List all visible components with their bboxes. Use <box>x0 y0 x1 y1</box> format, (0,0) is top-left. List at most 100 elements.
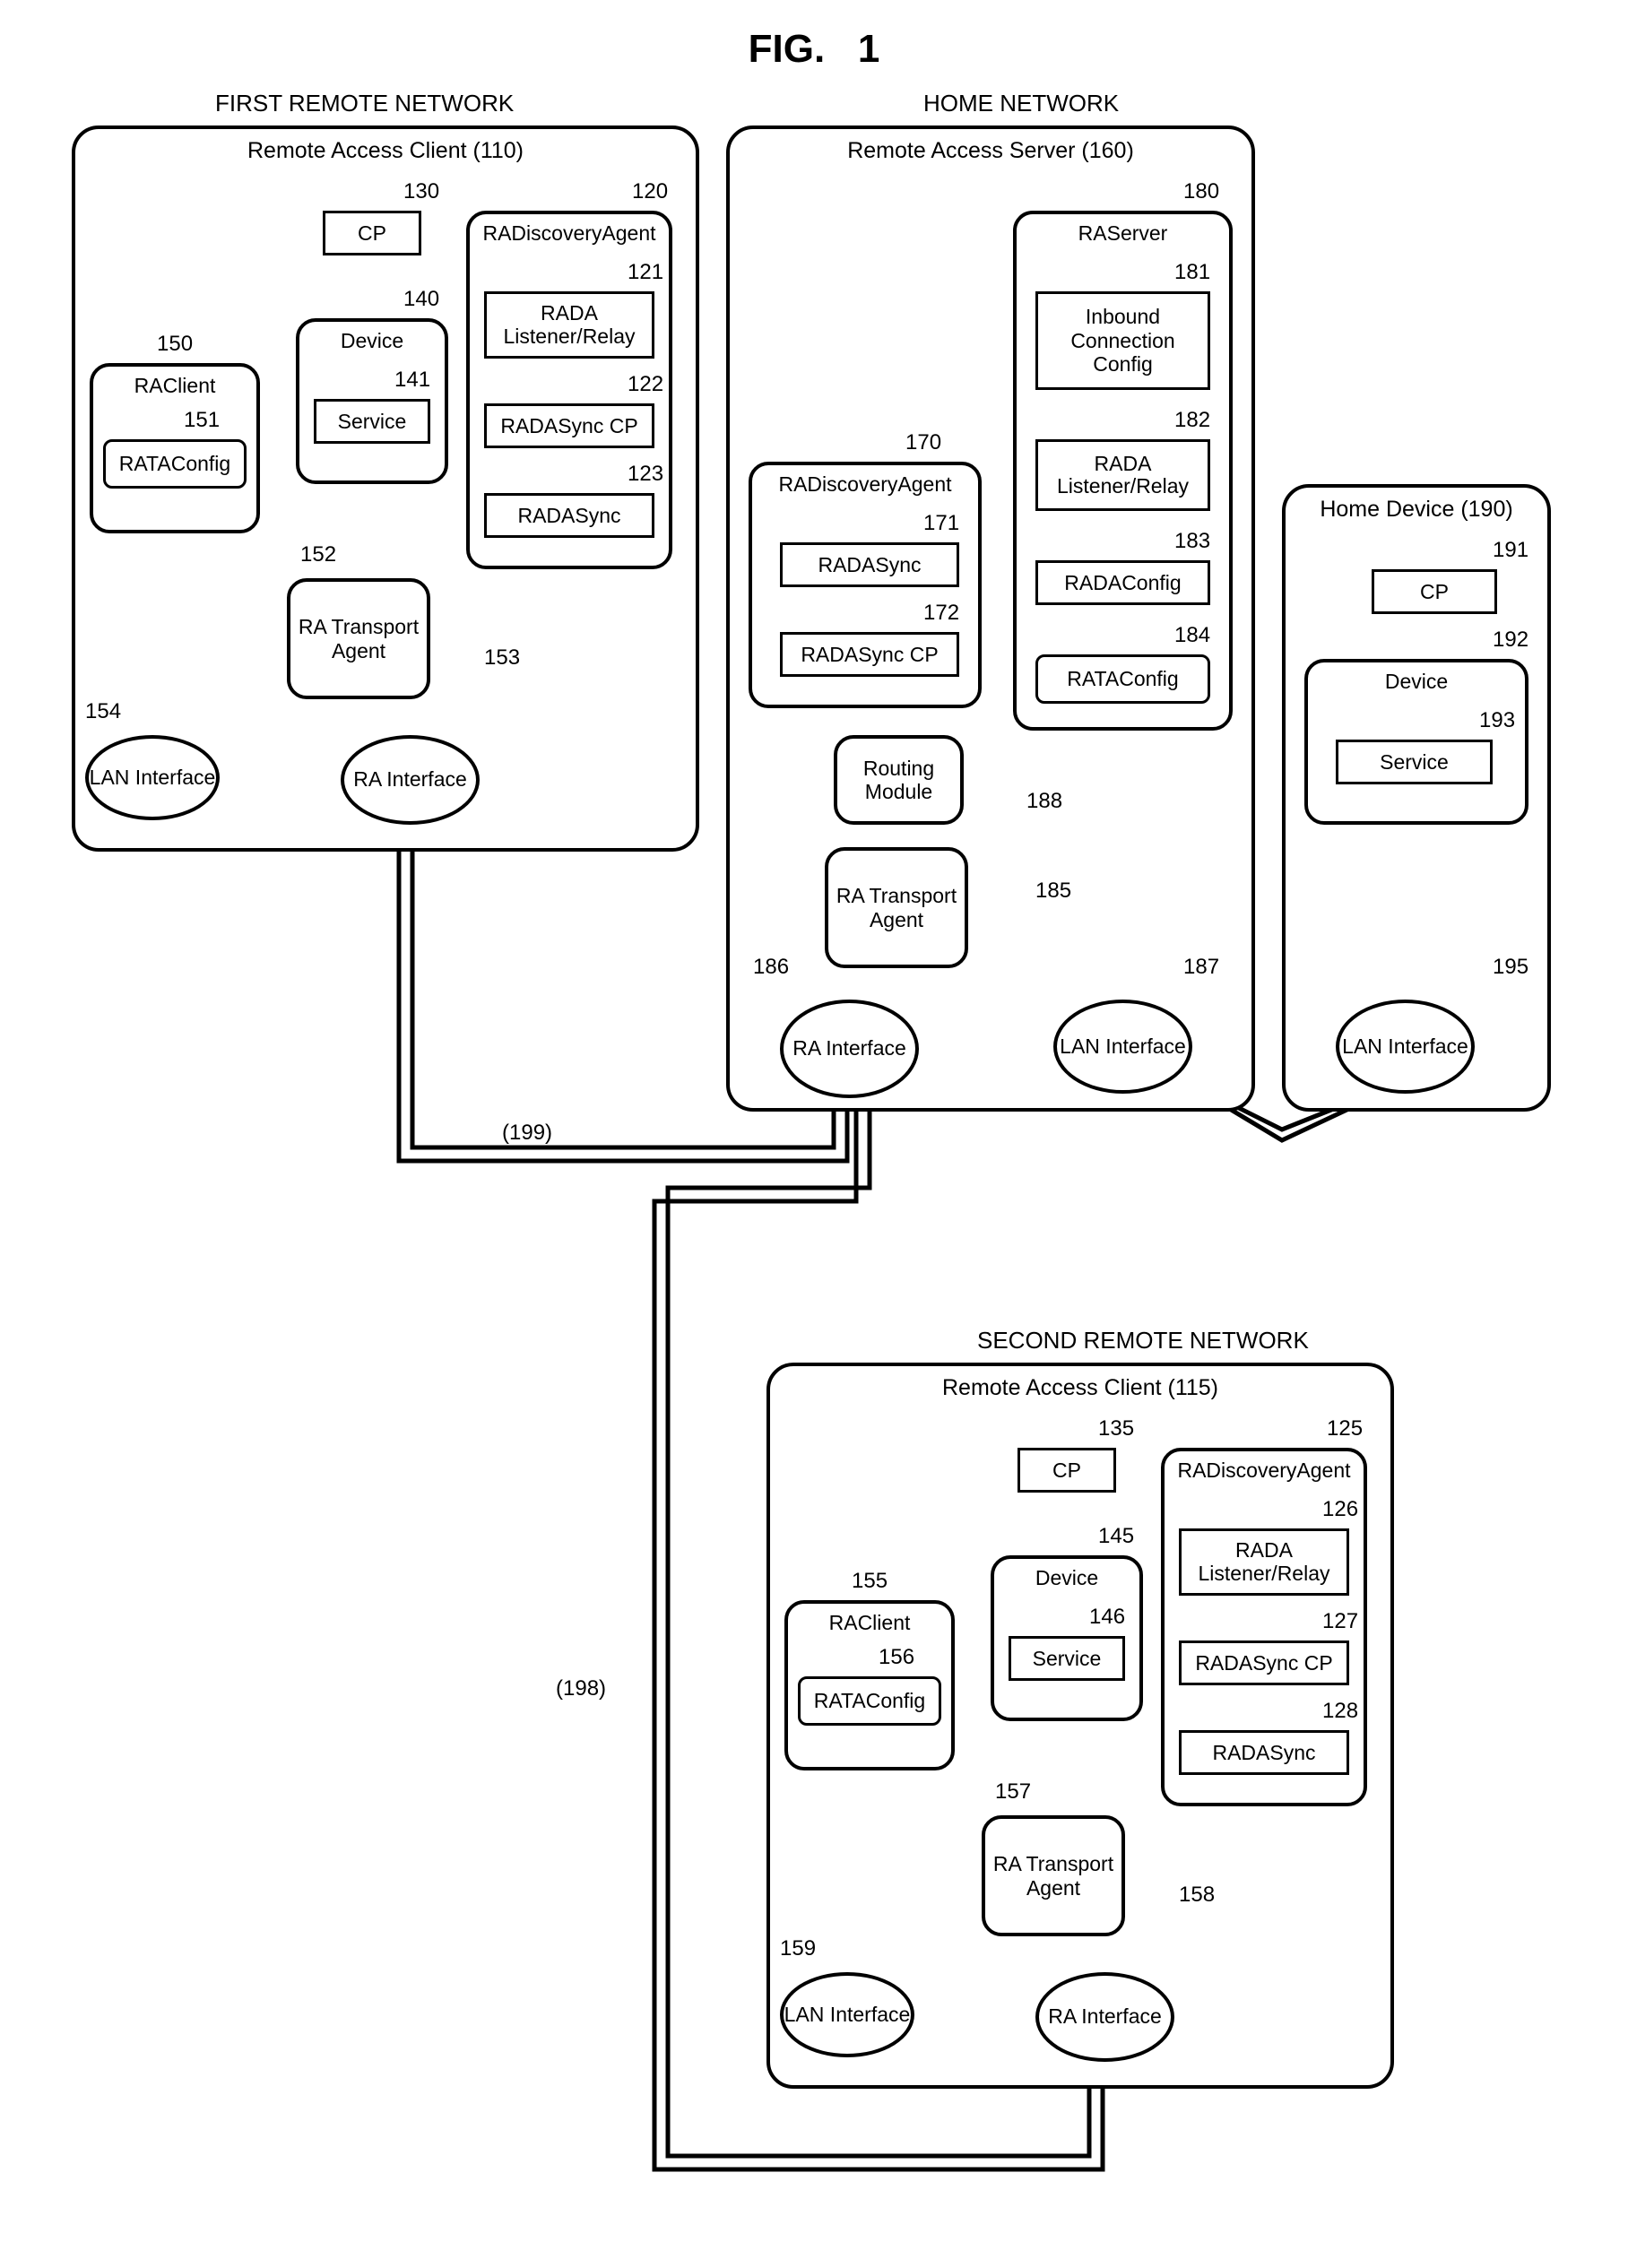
rada-listener-relay-label: RADA Listener/Relay <box>1043 453 1202 498</box>
reference-numeral: 156 <box>879 1645 914 1670</box>
rataconfig-label: RATAConfig <box>1067 667 1178 691</box>
cp-box: CP <box>1018 1448 1116 1493</box>
device-title: Device <box>1035 1566 1098 1590</box>
radaconfig-box: RADAConfig <box>1035 560 1210 605</box>
reference-numeral: 171 <box>923 511 959 536</box>
ra-discovery-agent-title: RADiscoveryAgent <box>1177 1459 1350 1483</box>
lan-interface-ellipse: LAN Interface <box>1336 1000 1475 1094</box>
reference-numeral: 188 <box>1026 789 1062 814</box>
reference-numeral: 130 <box>403 179 439 204</box>
second-remote-client-title: Remote Access Client (115) <box>942 1375 1218 1401</box>
reference-numeral: 195 <box>1493 955 1528 980</box>
ra-transport-agent-label: RA Transport Agent <box>828 884 965 931</box>
inbound-conn-config-box: Inbound Connection Config <box>1035 291 1210 390</box>
home-server-title: Remote Access Server (160) <box>847 138 1134 164</box>
reference-numeral: 151 <box>184 408 220 433</box>
ra-interface-label: RA Interface <box>353 768 467 791</box>
rataconfig-box: RATAConfig <box>1035 654 1210 704</box>
radasync-label: RADASync <box>1212 1741 1315 1765</box>
radasync-cp-label: RADASync CP <box>500 414 637 438</box>
inbound-conn-config-label: Inbound Connection Config <box>1043 305 1202 376</box>
cp-label: CP <box>1420 580 1449 604</box>
first-remote-network-label: FIRST REMOTE NETWORK <box>215 90 514 117</box>
radasync-box: RADASync <box>1179 1730 1349 1775</box>
reference-numeral: 145 <box>1098 1524 1134 1549</box>
service-label: Service <box>1033 1647 1102 1671</box>
rada-listener-relay-box: RADA Listener/Relay <box>1179 1528 1349 1596</box>
ra-transport-agent-box: RA Transport Agent <box>287 578 430 699</box>
radasync-label: RADASync <box>818 553 921 577</box>
reference-numeral: 152 <box>300 542 336 567</box>
raclient-title: RAClient <box>134 374 216 398</box>
reference-numeral: 192 <box>1493 628 1528 653</box>
cp-box: CP <box>1372 569 1497 614</box>
reference-numeral: 135 <box>1098 1416 1134 1441</box>
cp-label: CP <box>358 221 386 246</box>
lan-interface-label: LAN Interface <box>784 2004 911 2026</box>
ra-transport-agent-box: RA Transport Agent <box>982 1815 1125 1936</box>
lan-interface-label: LAN Interface <box>90 766 216 789</box>
routing-module-label: Routing Module <box>837 757 960 804</box>
reference-numeral: 155 <box>852 1569 888 1594</box>
cp-box: CP <box>323 211 421 255</box>
home-network-label: HOME NETWORK <box>923 90 1119 117</box>
rataconfig-label: RATAConfig <box>814 1689 925 1713</box>
second-remote-network-label: SECOND REMOTE NETWORK <box>977 1327 1309 1355</box>
raclient-title: RAClient <box>829 1611 911 1635</box>
lan-interface-label: LAN Interface <box>1060 1035 1186 1058</box>
reference-numeral: 157 <box>995 1779 1031 1805</box>
reference-numeral: (199) <box>502 1121 552 1146</box>
cp-label: CP <box>1052 1459 1081 1483</box>
reference-numeral: 153 <box>484 645 520 671</box>
reference-numeral: 193 <box>1479 708 1515 733</box>
reference-numeral: 127 <box>1322 1609 1358 1634</box>
ra-transport-agent-label: RA Transport Agent <box>290 615 427 662</box>
rataconfig-box: RATAConfig <box>798 1676 941 1726</box>
radasync-cp-box: RADASync CP <box>780 632 959 677</box>
reference-numeral: (198) <box>556 1676 606 1701</box>
reference-numeral: 180 <box>1183 179 1219 204</box>
reference-numeral: 183 <box>1174 529 1210 554</box>
ra-transport-agent-box: RA Transport Agent <box>825 847 968 968</box>
ra-interface-ellipse: RA Interface <box>341 735 480 825</box>
service-box: Service <box>1336 740 1493 784</box>
rada-listener-relay-box: RADA Listener/Relay <box>1035 439 1210 511</box>
service-label: Service <box>1380 750 1449 775</box>
device-title: Device <box>341 329 403 353</box>
first-remote-client-title: Remote Access Client (110) <box>247 138 524 164</box>
raserver-title: RAServer <box>1078 221 1168 246</box>
reference-numeral: 126 <box>1322 1497 1358 1522</box>
radasync-box: RADASync <box>780 542 959 587</box>
reference-numeral: 172 <box>923 601 959 626</box>
ra-discovery-agent-title: RADiscoveryAgent <box>482 221 655 246</box>
lan-interface-label: LAN Interface <box>1342 1035 1468 1058</box>
radasync-cp-box: RADASync CP <box>484 403 654 448</box>
reference-numeral: 181 <box>1174 260 1210 285</box>
lan-interface-ellipse: LAN Interface <box>780 1972 914 2057</box>
ra-interface-label: RA Interface <box>1048 2005 1162 2028</box>
ra-discovery-agent-title: RADiscoveryAgent <box>778 472 951 497</box>
reference-numeral: 146 <box>1089 1605 1125 1630</box>
ra-interface-ellipse: RA Interface <box>780 1000 919 1098</box>
rada-listener-relay-label: RADA Listener/Relay <box>492 302 646 348</box>
reference-numeral: 150 <box>157 332 193 357</box>
rada-listener-relay-box: RADA Listener/Relay <box>484 291 654 359</box>
radasync-cp-label: RADASync CP <box>1195 1651 1332 1675</box>
reference-numeral: 123 <box>628 462 663 487</box>
reference-numeral: 121 <box>628 260 663 285</box>
reference-numeral: 182 <box>1174 408 1210 433</box>
ra-interface-ellipse: RA Interface <box>1035 1972 1174 2062</box>
radaconfig-label: RADAConfig <box>1064 571 1181 595</box>
reference-numeral: 125 <box>1327 1416 1363 1441</box>
rada-listener-relay-label: RADA Listener/Relay <box>1187 1539 1341 1585</box>
reference-numeral: 158 <box>1179 1883 1215 1908</box>
rataconfig-box: RATAConfig <box>103 439 247 489</box>
lan-interface-ellipse: LAN Interface <box>1053 1000 1192 1094</box>
reference-numeral: 154 <box>85 699 121 724</box>
ra-transport-agent-label: RA Transport Agent <box>985 1852 1121 1900</box>
service-box: Service <box>314 399 430 444</box>
reference-numeral: 170 <box>905 430 941 455</box>
reference-numeral: 186 <box>753 955 789 980</box>
figure-title: FIG. 1 <box>749 27 880 72</box>
radasync-label: RADASync <box>517 504 620 528</box>
